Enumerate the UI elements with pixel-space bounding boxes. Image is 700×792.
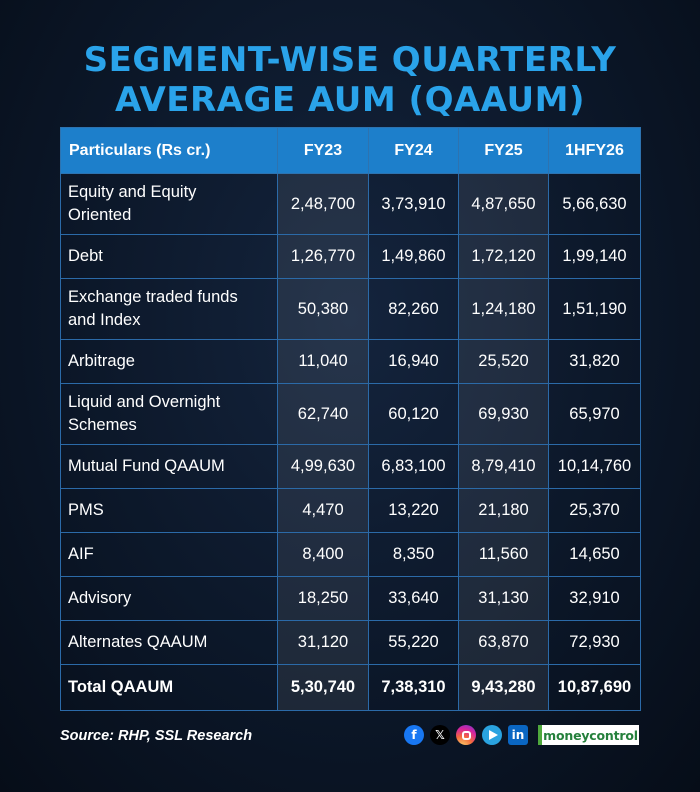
cell-fy23: 5,30,740 — [277, 664, 369, 711]
cell-fy24: 3,73,910 — [368, 173, 459, 235]
header-fy23: FY23 — [277, 127, 369, 174]
row-label-line: Liquid and Overnight — [68, 393, 221, 411]
cell-fy25: 1,24,180 — [458, 278, 549, 340]
cell-fy25: 8,79,410 — [458, 444, 549, 489]
title-line-2: AVERAGE AUM (QAAUM) — [114, 80, 586, 120]
cell-fy25: 21,180 — [458, 488, 549, 533]
row-label-line: Total QAAUM — [68, 678, 174, 696]
telegram-icon[interactable] — [482, 725, 502, 745]
header-fy24: FY24 — [368, 127, 459, 174]
row-label: Arbitrage — [60, 339, 278, 384]
cell-fy25: 63,870 — [458, 620, 549, 665]
cell-fy23: 11,040 — [277, 339, 369, 384]
row-label-line: Arbitrage — [68, 352, 135, 370]
row-label: Liquid and Overnight Schemes — [60, 383, 278, 445]
cell-fy25: 9,43,280 — [458, 664, 549, 711]
row-label: Mutual Fund QAAUM — [60, 444, 278, 489]
row-label-line: PMS — [68, 501, 104, 519]
cell-fy24: 82,260 — [368, 278, 459, 340]
cell-fy23: 1,26,770 — [277, 234, 369, 279]
cell-fy24: 1,49,860 — [368, 234, 459, 279]
table-body: Equity and Equity Oriented 2,48,700 3,73,91… — [60, 173, 641, 711]
cell-fy24: 8,350 — [368, 532, 459, 577]
cell-fy23: 50,380 — [277, 278, 369, 340]
instagram-icon[interactable] — [456, 725, 476, 745]
cell-1hfy26: 72,930 — [548, 620, 641, 665]
row-label-line: and Index — [68, 311, 141, 329]
row-label-line: Debt — [68, 247, 103, 265]
row-label: Alternates QAAUM — [60, 620, 278, 665]
table-row: Exchange traded funds and Index 50,380 82,2… — [60, 278, 641, 340]
row-label: AIF — [60, 532, 278, 577]
cell-1hfy26: 65,970 — [548, 383, 641, 445]
cell-fy24: 33,640 — [368, 576, 459, 621]
cell-fy23: 62,740 — [277, 383, 369, 445]
row-label-line: Oriented — [68, 206, 132, 224]
cell-1hfy26: 10,14,760 — [548, 444, 641, 489]
cell-fy23: 4,470 — [277, 488, 369, 533]
cell-fy23: 4,99,630 — [277, 444, 369, 489]
cell-fy23: 2,48,700 — [277, 173, 369, 235]
title-line-1: SEGMENT-WISE QUARTERLY — [83, 40, 617, 80]
table-row: Alternates QAAUM 31,120 55,220 63,870 72,930 — [60, 620, 641, 665]
row-label: Exchange traded funds and Index — [60, 278, 278, 340]
cell-fy24: 55,220 — [368, 620, 459, 665]
table-header-row: Particulars (Rs cr.) FY23 FY24 FY25 1HFY… — [60, 127, 641, 174]
cell-1hfy26: 32,910 — [548, 576, 641, 621]
linkedin-icon[interactable]: in — [508, 725, 528, 745]
cell-fy24: 16,940 — [368, 339, 459, 384]
social-icons: f 𝕏 in — [404, 725, 528, 745]
cell-fy25: 4,87,650 — [458, 173, 549, 235]
cell-fy23: 8,400 — [277, 532, 369, 577]
table-row: Advisory 18,250 33,640 31,130 32,910 — [60, 576, 641, 621]
table-row: Debt 1,26,770 1,49,860 1,72,120 1,99,140 — [60, 234, 641, 279]
cell-fy25: 31,130 — [458, 576, 549, 621]
cell-1hfy26: 1,51,190 — [548, 278, 641, 340]
table-row: PMS 4,470 13,220 21,180 25,370 — [60, 488, 641, 533]
cell-fy24: 6,83,100 — [368, 444, 459, 489]
cell-fy23: 18,250 — [277, 576, 369, 621]
table-row: Equity and Equity Oriented 2,48,700 3,73,91… — [60, 173, 641, 235]
qaaum-table: Particulars (Rs cr.) FY23 FY24 FY25 1HFY… — [60, 127, 641, 711]
row-label: PMS — [60, 488, 278, 533]
row-label: Debt — [60, 234, 278, 279]
cell-fy24: 7,38,310 — [368, 664, 459, 711]
cell-1hfy26: 5,66,630 — [548, 173, 641, 235]
row-label-line: AIF — [68, 545, 94, 563]
row-label-line: Alternates QAAUM — [68, 633, 208, 651]
header-1hfy26: 1HFY26 — [548, 127, 641, 174]
row-label-line: Advisory — [68, 589, 132, 607]
header-particulars: Particulars (Rs cr.) — [60, 127, 278, 174]
moneycontrol-logo[interactable]: moneycontrol — [538, 725, 639, 745]
table-row: Arbitrage 11,040 16,940 25,520 31,820 — [60, 339, 641, 384]
cell-fy25: 1,72,120 — [458, 234, 549, 279]
cell-1hfy26: 14,650 — [548, 532, 641, 577]
source-note: Source: RHP, SSL Research — [60, 728, 253, 744]
facebook-icon[interactable]: f — [404, 725, 424, 745]
row-label-line: Exchange traded funds — [68, 288, 238, 306]
cell-1hfy26: 25,370 — [548, 488, 641, 533]
cell-1hfy26: 1,99,140 — [548, 234, 641, 279]
page-title: SEGMENT-WISE QUARTERLY AVERAGE AUM (QAAU… — [0, 40, 700, 120]
cell-1hfy26: 31,820 — [548, 339, 641, 384]
table-row: AIF 8,400 8,350 11,560 14,650 — [60, 532, 641, 577]
x-icon[interactable]: 𝕏 — [430, 725, 450, 745]
cell-fy24: 60,120 — [368, 383, 459, 445]
cell-fy25: 69,930 — [458, 383, 549, 445]
table-row: Total QAAUM 5,30,740 7,38,310 9,43,280 10,87… — [60, 664, 641, 711]
cell-fy24: 13,220 — [368, 488, 459, 533]
row-label-line: Schemes — [68, 416, 137, 434]
cell-1hfy26: 10,87,690 — [548, 664, 641, 711]
row-label-line: Equity and Equity — [68, 183, 197, 201]
header-fy25: FY25 — [458, 127, 549, 174]
row-label: Advisory — [60, 576, 278, 621]
row-label: Total QAAUM — [60, 664, 278, 711]
cell-fy25: 25,520 — [458, 339, 549, 384]
row-label-line: Mutual Fund QAAUM — [68, 457, 225, 475]
row-label: Equity and Equity Oriented — [60, 173, 278, 235]
table-row: Liquid and Overnight Schemes 62,740 60,120 6… — [60, 383, 641, 445]
table-row: Mutual Fund QAAUM 4,99,630 6,83,100 8,79,41… — [60, 444, 641, 489]
cell-fy23: 31,120 — [277, 620, 369, 665]
cell-fy25: 11,560 — [458, 532, 549, 577]
